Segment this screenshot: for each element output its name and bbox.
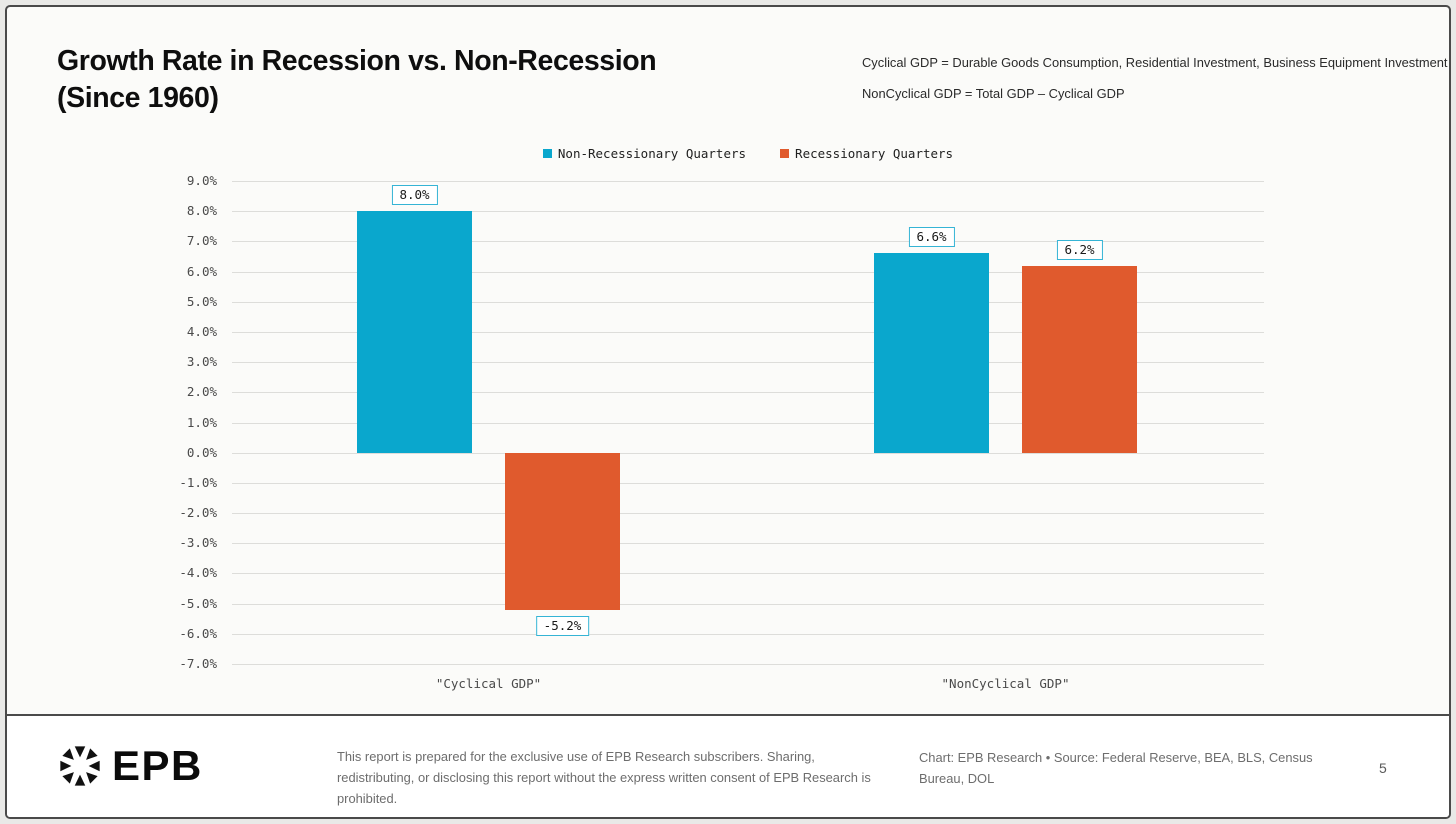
gridline bbox=[232, 241, 1264, 243]
y-tick-label: -7.0% bbox=[179, 656, 217, 671]
x-category-label: "Cyclical GDP" bbox=[435, 676, 542, 691]
gridline bbox=[232, 392, 1264, 394]
legend-label: Recessionary Quarters bbox=[795, 146, 954, 161]
definition-notes: Cyclical GDP = Durable Goods Consumption… bbox=[862, 55, 1448, 101]
y-tick-label: 3.0% bbox=[186, 354, 217, 370]
gridline bbox=[232, 271, 1264, 273]
y-tick-label: -6.0% bbox=[179, 625, 217, 641]
bar-recessionary-quarters-cat0 bbox=[505, 452, 620, 610]
y-tick-label: -1.0% bbox=[179, 474, 217, 490]
y-tick-label: -5.0% bbox=[179, 595, 217, 611]
chart-source-credit: Chart: EPB Research • Source: Federal Re… bbox=[919, 750, 1313, 786]
y-tick-label: 4.0% bbox=[186, 323, 217, 339]
bar-value-label: -5.2% bbox=[535, 615, 590, 636]
y-tick-label: 2.0% bbox=[186, 384, 217, 400]
y-tick-label: 5.0% bbox=[186, 293, 217, 309]
page-number: 5 bbox=[1379, 760, 1387, 776]
bar-non-recessionary-quarters-cat1 bbox=[874, 253, 989, 453]
y-tick-label: 0.0% bbox=[186, 444, 217, 460]
bar-recessionary-quarters-cat1 bbox=[1022, 265, 1137, 453]
report-slide: Growth Rate in Recession vs. Non-Recessi… bbox=[5, 5, 1451, 819]
bar-value-label: 8.0% bbox=[391, 185, 438, 206]
gridline bbox=[232, 633, 1264, 635]
gridline bbox=[232, 603, 1264, 605]
legend-item: Recessionary Quarters bbox=[780, 146, 953, 161]
page-title-line1: Growth Rate in Recession vs. Non-Recessi… bbox=[57, 45, 657, 77]
page-title-line2: (Since 1960) bbox=[57, 82, 219, 114]
gridline bbox=[232, 664, 1264, 665]
epb-logo-icon bbox=[60, 746, 100, 786]
y-tick-label: 1.0% bbox=[186, 414, 217, 430]
page-title: Growth Rate in Recession vs. Non-Recessi… bbox=[57, 43, 657, 117]
y-tick-label: -2.0% bbox=[179, 505, 217, 521]
legend-swatch-icon bbox=[780, 149, 790, 158]
gridline bbox=[232, 211, 1264, 213]
epb-logo-text: EPB bbox=[112, 742, 203, 789]
bar-value-label: 6.6% bbox=[908, 227, 955, 248]
bar-chart-plot-area: 9.0% 8.0% 7.0% 6.0% 5.0% 4.0% 3.0% 2.0% 1.0% 0.0%… bbox=[179, 173, 1264, 691]
bar-value-label: 6.2% bbox=[1056, 239, 1103, 260]
y-tick-label: 7.0% bbox=[186, 233, 217, 249]
disclaimer-text: This report is prepared for the exclusiv… bbox=[337, 749, 871, 806]
y-tick-label: -3.0% bbox=[179, 535, 217, 551]
x-category-label: "NonCyclical GDP" bbox=[941, 676, 1070, 691]
gridline bbox=[232, 422, 1264, 424]
y-tick-label: 8.0% bbox=[186, 203, 217, 219]
cyclical-gdp-definition: Cyclical GDP = Durable Goods Consumption… bbox=[862, 55, 1448, 70]
gridline bbox=[232, 482, 1264, 484]
y-tick-label: -4.0% bbox=[179, 565, 217, 581]
epb-logo: EPB bbox=[57, 742, 203, 790]
legend-swatch-icon bbox=[542, 149, 552, 158]
footer: EPB This report is prepared for the excl… bbox=[7, 714, 1449, 817]
gridline bbox=[232, 543, 1264, 545]
y-tick-label: 6.0% bbox=[186, 263, 217, 279]
chart-legend: Non-Recessionary Quarters Recessionary Qu… bbox=[232, 146, 1264, 161]
gridline bbox=[232, 452, 1264, 454]
bar-non-recessionary-quarters-cat0 bbox=[357, 211, 472, 453]
y-tick-label: 9.0% bbox=[186, 173, 217, 188]
gridline bbox=[232, 513, 1264, 515]
gridline bbox=[232, 301, 1264, 303]
gridline bbox=[232, 181, 1264, 182]
legend-label: Non-Recessionary Quarters bbox=[557, 146, 747, 161]
legend-item: Non-Recessionary Quarters bbox=[542, 146, 747, 161]
gridline bbox=[232, 573, 1264, 575]
noncyclical-gdp-definition: NonCyclical GDP = Total GDP – Cyclical G… bbox=[862, 86, 1125, 101]
gridline bbox=[232, 362, 1264, 364]
gridline bbox=[232, 331, 1264, 333]
